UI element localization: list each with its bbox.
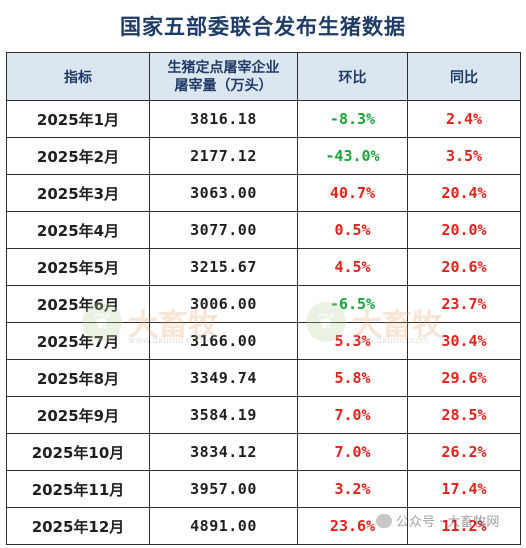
- cell-mom: 7.0%: [297, 433, 408, 471]
- cell-yoy: 3.5%: [407, 137, 521, 175]
- cell-yoy: 2.4%: [407, 100, 521, 138]
- table-row: 2025年10月 3834.12 7.0% 26.2%: [6, 433, 521, 471]
- cell-month: 2025年2月: [6, 137, 150, 175]
- cell-yoy: 28.5%: [407, 396, 521, 434]
- table-row: 2025年2月 2177.12 -43.0% 3.5%: [6, 137, 521, 175]
- cell-slaughter-volume: 3584.19: [149, 396, 298, 434]
- cell-month: 2025年1月: [6, 100, 150, 138]
- footer-text: 公众号 · 大畜牧网: [396, 515, 500, 530]
- header-slaughter-line2: 屠宰量（万头）: [174, 77, 273, 94]
- table-row: 2025年11月 3957.00 3.2% 17.4%: [6, 470, 521, 508]
- cell-mom: 5.3%: [297, 322, 408, 360]
- header-yoy: 同比: [407, 52, 521, 101]
- table-body: 2025年1月 3816.18 -8.3% 2.4% 2025年2月 2177.12 -43…: [6, 100, 521, 545]
- pig-data-table: 指标 生猪定点屠宰企业 屠宰量（万头） 环比 同比 2025年1月 3816.18…: [6, 52, 521, 545]
- header-indicator: 指标: [6, 52, 150, 101]
- cell-month: 2025年6月: [6, 285, 150, 323]
- cell-slaughter-volume: 3834.12: [149, 433, 298, 471]
- table-row: 2025年4月 3077.00 0.5% 20.0%: [6, 211, 521, 249]
- table-row: 2025年6月 3006.00 -6.5% 23.7%: [6, 285, 521, 323]
- table-row: 2025年3月 3063.00 40.7% 20.4%: [6, 174, 521, 212]
- cell-mom: -6.5%: [297, 285, 408, 323]
- cell-month: 2025年9月: [6, 396, 150, 434]
- cell-slaughter-volume: 3349.74: [149, 359, 298, 397]
- cell-yoy: 26.2%: [407, 433, 521, 471]
- cell-slaughter-volume: 2177.12: [149, 137, 298, 175]
- wechat-icon: [376, 513, 392, 528]
- cell-slaughter-volume: 3006.00: [149, 285, 298, 323]
- cell-mom: 5.8%: [297, 359, 408, 397]
- page-title: 国家五部委联合发布生猪数据: [120, 15, 406, 39]
- cell-slaughter-volume: 3063.00: [149, 174, 298, 212]
- table-row: 2025年8月 3349.74 5.8% 29.6%: [6, 359, 521, 397]
- cell-month: 2025年7月: [6, 322, 150, 360]
- table-row: 2025年9月 3584.19 7.0% 28.5%: [6, 396, 521, 434]
- cell-month: 2025年3月: [6, 174, 150, 212]
- cell-yoy: 17.4%: [407, 470, 521, 508]
- cell-slaughter-volume: 3166.00: [149, 322, 298, 360]
- cell-slaughter-volume: 3077.00: [149, 211, 298, 249]
- cell-yoy: 11.2%: [407, 507, 521, 545]
- cell-mom: 0.5%: [297, 211, 408, 249]
- header-mom: 环比: [297, 52, 408, 101]
- cell-mom: 4.5%: [297, 248, 408, 286]
- cell-yoy: 20.6%: [407, 248, 521, 286]
- cell-slaughter-volume: 3957.00: [149, 470, 298, 508]
- cell-month: 2025年5月: [6, 248, 150, 286]
- table-row: 2025年7月 3166.00 5.3% 30.4%: [6, 322, 521, 360]
- cell-yoy: 30.4%: [407, 322, 521, 360]
- cell-month: 2025年11月: [6, 470, 150, 508]
- cell-yoy: 29.6%: [407, 359, 521, 397]
- cell-yoy: 20.0%: [407, 211, 521, 249]
- table-row: 2025年1月 3816.18 -8.3% 2.4%: [6, 100, 521, 138]
- table-row: 2025年12月 4891.00 23.6% 11.2%: [6, 507, 521, 545]
- cell-month: 2025年12月: [6, 507, 150, 545]
- cell-mom: 3.2%: [297, 470, 408, 508]
- cell-slaughter-volume: 4891.00: [149, 507, 298, 545]
- cell-month: 2025年4月: [6, 211, 150, 249]
- cell-mom: -8.3%: [297, 100, 408, 138]
- header-slaughter-volume: 生猪定点屠宰企业 屠宰量（万头）: [149, 52, 298, 101]
- cell-slaughter-volume: 3215.67: [149, 248, 298, 286]
- cell-month: 2025年8月: [6, 359, 150, 397]
- cell-slaughter-volume: 3816.18: [149, 100, 298, 138]
- footer-watermark: 公众号 · 大畜牧网: [376, 511, 499, 530]
- cell-yoy: 20.4%: [407, 174, 521, 212]
- cell-mom: 40.7%: [297, 174, 408, 212]
- cell-mom: 7.0%: [297, 396, 408, 434]
- table-row: 2025年5月 3215.67 4.5% 20.6%: [6, 248, 521, 286]
- header-slaughter-line1: 生猪定点屠宰企业: [167, 59, 280, 76]
- table-header-row: 指标 生猪定点屠宰企业 屠宰量（万头） 环比 同比: [6, 52, 521, 101]
- cell-mom: -43.0%: [297, 137, 408, 175]
- cell-month: 2025年10月: [6, 433, 150, 471]
- cell-yoy: 23.7%: [407, 285, 521, 323]
